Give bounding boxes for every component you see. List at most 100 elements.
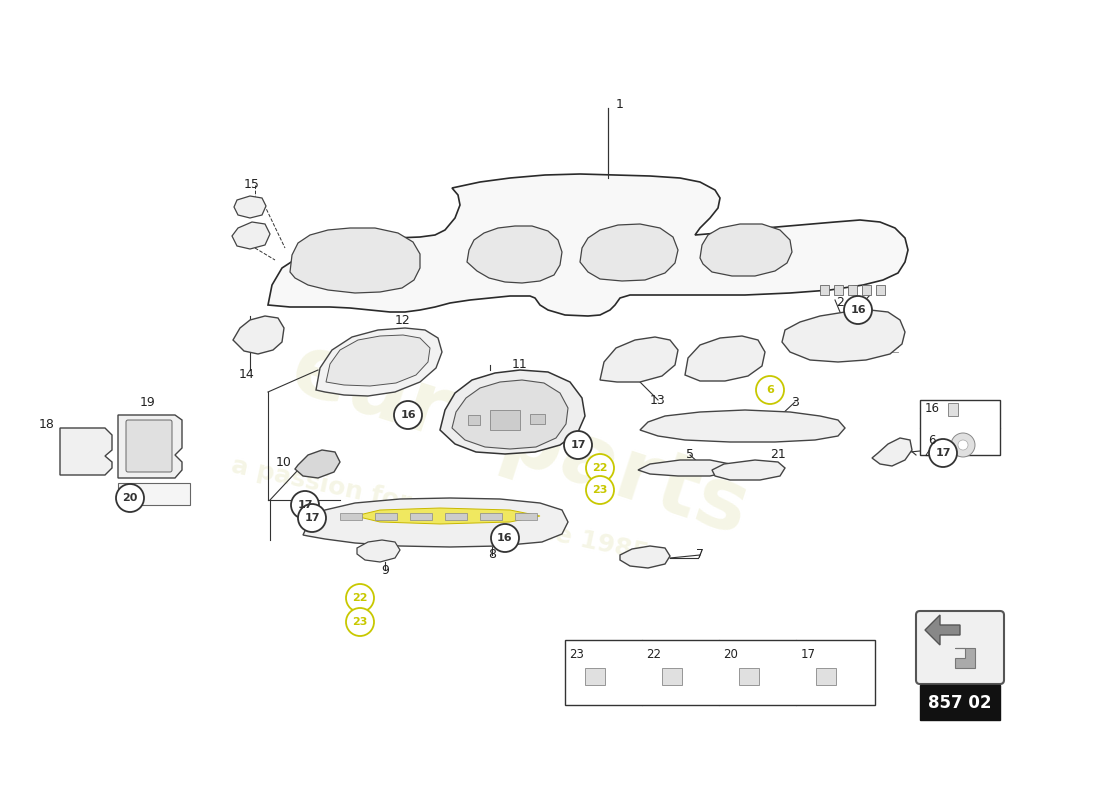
Text: 9: 9 <box>381 563 389 577</box>
Polygon shape <box>662 668 682 685</box>
Polygon shape <box>233 316 284 354</box>
FancyBboxPatch shape <box>920 400 1000 455</box>
Polygon shape <box>872 438 912 466</box>
Polygon shape <box>355 508 540 524</box>
Text: 6: 6 <box>928 434 936 446</box>
Text: 19: 19 <box>140 395 156 409</box>
Polygon shape <box>60 428 112 475</box>
Text: 17: 17 <box>305 513 320 523</box>
FancyBboxPatch shape <box>920 685 1000 720</box>
Text: 2: 2 <box>836 295 844 309</box>
Polygon shape <box>876 285 886 295</box>
Circle shape <box>346 608 374 636</box>
Circle shape <box>930 439 957 467</box>
Polygon shape <box>234 196 266 218</box>
Circle shape <box>586 454 614 482</box>
Text: 857 02: 857 02 <box>928 694 992 712</box>
Polygon shape <box>375 513 397 520</box>
Polygon shape <box>948 403 958 416</box>
Text: 8: 8 <box>488 549 496 562</box>
Polygon shape <box>600 337 678 382</box>
Polygon shape <box>739 668 759 685</box>
Polygon shape <box>480 513 502 520</box>
Circle shape <box>958 440 968 450</box>
Text: 22: 22 <box>352 593 367 603</box>
Polygon shape <box>700 224 792 276</box>
Polygon shape <box>925 615 960 645</box>
Polygon shape <box>490 410 520 430</box>
Text: 22: 22 <box>592 463 607 473</box>
Text: 11: 11 <box>513 358 528 371</box>
Text: 21: 21 <box>770 449 785 462</box>
Polygon shape <box>530 414 544 424</box>
Polygon shape <box>468 226 562 283</box>
Text: 22: 22 <box>647 647 661 661</box>
Text: 16: 16 <box>400 410 416 420</box>
Text: 5: 5 <box>686 449 694 462</box>
Polygon shape <box>268 174 907 316</box>
Circle shape <box>756 376 784 404</box>
Circle shape <box>844 296 872 324</box>
FancyBboxPatch shape <box>565 640 874 705</box>
Polygon shape <box>440 370 585 454</box>
Polygon shape <box>640 410 845 442</box>
Text: europarts: europarts <box>280 327 759 553</box>
Text: 16: 16 <box>924 402 939 414</box>
Text: 6: 6 <box>766 385 774 395</box>
Text: 4: 4 <box>924 449 932 462</box>
Circle shape <box>116 484 144 512</box>
Polygon shape <box>585 668 605 685</box>
Polygon shape <box>468 415 480 425</box>
Text: 16: 16 <box>850 305 866 315</box>
Polygon shape <box>834 285 843 295</box>
Text: 16: 16 <box>497 533 513 543</box>
Polygon shape <box>638 460 730 476</box>
Text: 10: 10 <box>276 455 292 469</box>
Text: 14: 14 <box>239 369 255 382</box>
Text: 17: 17 <box>297 500 312 510</box>
Circle shape <box>491 524 519 552</box>
Text: 17: 17 <box>801 647 815 661</box>
Polygon shape <box>295 450 340 478</box>
Circle shape <box>298 504 326 532</box>
Polygon shape <box>316 328 442 396</box>
Polygon shape <box>816 668 836 685</box>
Polygon shape <box>848 285 857 295</box>
Polygon shape <box>118 415 182 478</box>
Polygon shape <box>782 310 905 362</box>
Polygon shape <box>410 513 432 520</box>
Circle shape <box>952 433 975 457</box>
Polygon shape <box>452 380 568 449</box>
FancyBboxPatch shape <box>916 611 1004 684</box>
Text: 17: 17 <box>570 440 585 450</box>
Circle shape <box>292 491 319 519</box>
Polygon shape <box>446 513 468 520</box>
Polygon shape <box>862 285 871 295</box>
Polygon shape <box>326 335 430 386</box>
Text: 23: 23 <box>352 617 367 627</box>
Polygon shape <box>340 513 362 520</box>
Polygon shape <box>580 224 678 281</box>
Text: 18: 18 <box>40 418 55 431</box>
Text: 13: 13 <box>650 394 666 406</box>
Text: 12: 12 <box>395 314 411 326</box>
Text: 7: 7 <box>696 549 704 562</box>
Polygon shape <box>712 460 785 480</box>
Polygon shape <box>302 498 568 547</box>
Polygon shape <box>620 546 670 568</box>
Text: 17: 17 <box>935 448 950 458</box>
Circle shape <box>394 401 422 429</box>
FancyBboxPatch shape <box>126 420 172 472</box>
Text: 15: 15 <box>244 178 260 191</box>
Text: 20: 20 <box>724 647 738 661</box>
Text: a passion for parts since 1985: a passion for parts since 1985 <box>229 454 651 566</box>
Polygon shape <box>685 336 764 381</box>
Polygon shape <box>955 648 975 668</box>
Polygon shape <box>358 540 400 562</box>
Circle shape <box>586 476 614 504</box>
Circle shape <box>346 584 374 612</box>
Text: 23: 23 <box>570 647 584 661</box>
Polygon shape <box>515 513 537 520</box>
Polygon shape <box>118 483 190 505</box>
Polygon shape <box>232 222 270 249</box>
